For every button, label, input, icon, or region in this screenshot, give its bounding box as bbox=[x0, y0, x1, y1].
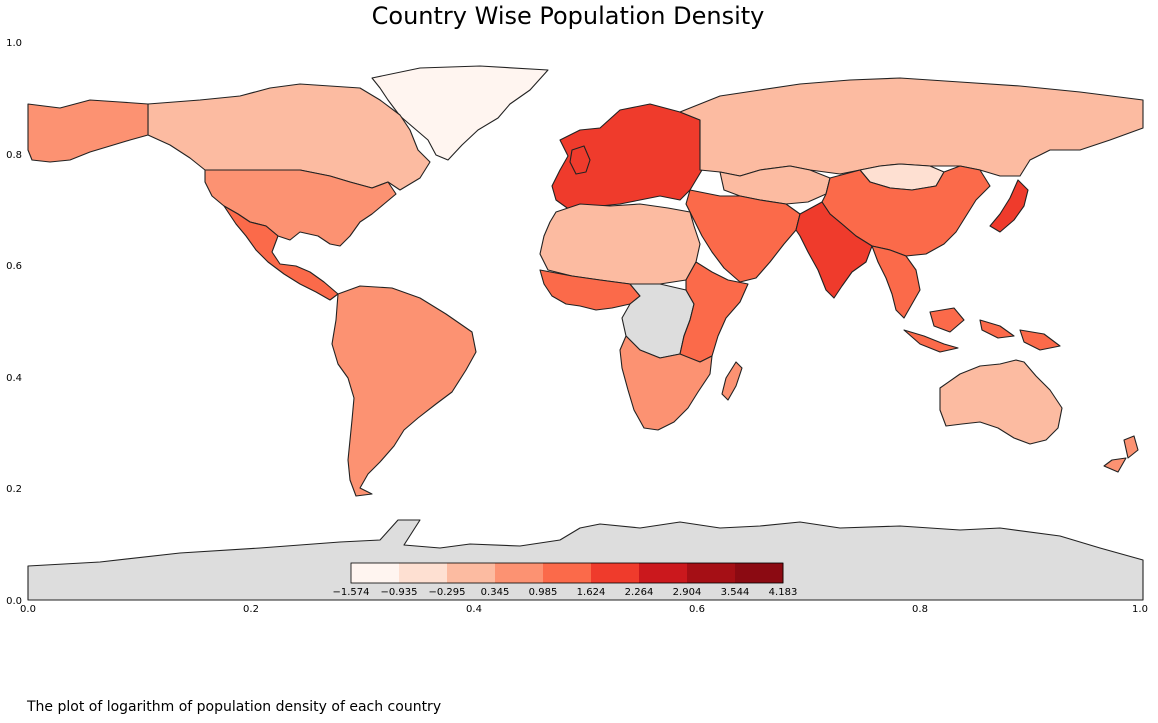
colorbar: −1.574 −0.935 −0.295 0.345 0.985 1.624 2… bbox=[332, 562, 797, 598]
colorbar-cell bbox=[639, 563, 688, 583]
region-indonesia bbox=[903, 307, 1061, 353]
region-middle-east bbox=[685, 189, 801, 283]
colorbar-frame bbox=[350, 562, 784, 584]
colorbar-tick-label: 0.345 bbox=[481, 587, 510, 598]
country-layer bbox=[27, 65, 1144, 601]
colorbar-tick-label: −0.295 bbox=[428, 587, 465, 598]
region-india bbox=[795, 201, 873, 299]
region-japan bbox=[989, 179, 1029, 233]
y-tick-label: 0.4 bbox=[6, 373, 22, 384]
x-axis: 0.0 0.2 0.4 0.6 0.8 1.0 bbox=[20, 604, 1148, 615]
x-tick-label: 0.4 bbox=[466, 604, 482, 615]
region-alaska bbox=[27, 99, 149, 163]
region-north-africa bbox=[539, 203, 701, 285]
region-west-africa bbox=[539, 269, 641, 311]
colorbar-cells bbox=[351, 563, 784, 583]
y-tick-label: 0.0 bbox=[6, 596, 22, 607]
colorbar-tick-label: 2.264 bbox=[625, 587, 654, 598]
x-tick-label: 0.0 bbox=[20, 604, 36, 615]
y-tick-label: 0.8 bbox=[6, 150, 22, 161]
colorbar-tick-label: 4.183 bbox=[769, 587, 798, 598]
x-tick-label: 0.2 bbox=[243, 604, 259, 615]
colorbar-tick-label: −1.574 bbox=[332, 587, 369, 598]
region-europe bbox=[551, 103, 703, 215]
colorbar-cell bbox=[399, 563, 448, 583]
colorbar-tick-label: 1.624 bbox=[577, 587, 606, 598]
colorbar-tick-label: 2.904 bbox=[673, 587, 702, 598]
colorbar-cell bbox=[735, 563, 784, 583]
x-tick-label: 1.0 bbox=[1132, 604, 1148, 615]
colorbar-cell bbox=[543, 563, 592, 583]
colorbar-cell bbox=[591, 563, 640, 583]
region-southern-africa bbox=[619, 335, 713, 431]
x-tick-label: 0.8 bbox=[912, 604, 928, 615]
colorbar-tick-label: 0.985 bbox=[529, 587, 558, 598]
x-tick-label: 0.6 bbox=[689, 604, 705, 615]
region-canada bbox=[147, 83, 431, 191]
page-title: Country Wise Population Density bbox=[371, 2, 765, 30]
region-greenland bbox=[371, 65, 549, 161]
y-tick-label: 1.0 bbox=[6, 38, 22, 49]
region-mexico-central-america bbox=[223, 205, 339, 301]
region-uk bbox=[569, 145, 591, 175]
colorbar-cell bbox=[495, 563, 544, 583]
y-axis: 0.0 0.2 0.4 0.6 0.8 1.0 bbox=[6, 38, 22, 607]
figure-caption: The plot of logarithm of population dens… bbox=[27, 699, 442, 715]
region-south-america bbox=[331, 285, 477, 497]
colorbar-cell bbox=[351, 563, 400, 583]
y-tick-label: 0.6 bbox=[6, 261, 22, 272]
region-southeast-asia bbox=[871, 245, 921, 319]
colorbar-ticks: −1.574 −0.935 −0.295 0.345 0.985 1.624 2… bbox=[332, 587, 797, 598]
region-new-zealand bbox=[1103, 435, 1139, 473]
region-antarctica bbox=[27, 519, 1144, 601]
y-tick-label: 0.2 bbox=[6, 484, 22, 495]
region-australia bbox=[939, 359, 1063, 445]
colorbar-cell bbox=[447, 563, 496, 583]
colorbar-cell bbox=[687, 563, 736, 583]
region-madagascar bbox=[721, 361, 743, 401]
colorbar-tick-label: 3.544 bbox=[721, 587, 750, 598]
colorbar-tick-label: −0.935 bbox=[380, 587, 417, 598]
